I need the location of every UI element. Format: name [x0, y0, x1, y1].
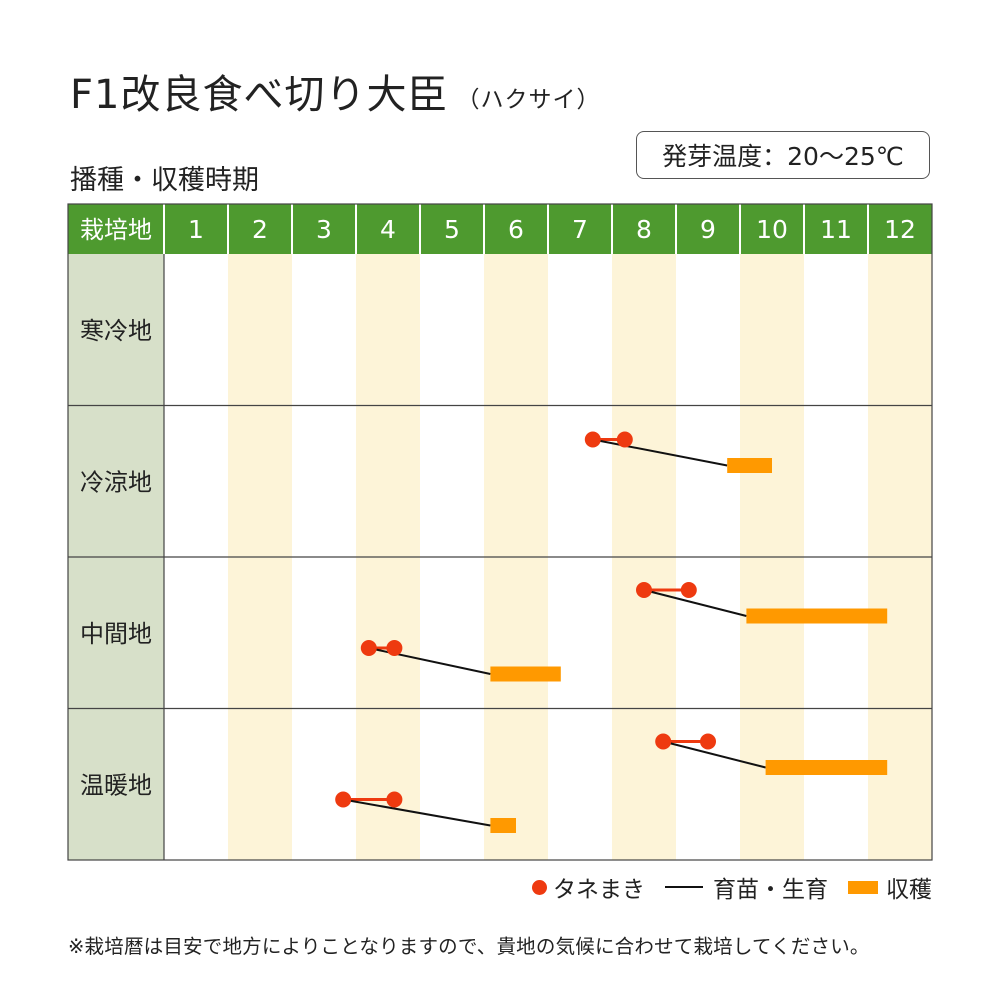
legend: タネまき 育苗・生育 収穫 — [500, 870, 932, 904]
growing-line — [592, 438, 728, 467]
sowing-dot — [386, 791, 403, 808]
month-label: 10 — [756, 215, 788, 244]
growing-line — [643, 589, 747, 617]
sowing-dot — [584, 431, 601, 448]
month-label: 12 — [884, 215, 916, 244]
month-label: 9 — [700, 215, 716, 244]
legend-harvest-label: 収穫 — [886, 877, 932, 903]
month-label: 6 — [508, 215, 524, 244]
month-label: 11 — [820, 215, 852, 244]
growing-line — [662, 740, 766, 769]
harvest-bar — [727, 458, 772, 473]
growing-line — [343, 798, 491, 827]
sowing-dot — [386, 640, 403, 656]
harvest-bar-icon — [848, 880, 878, 894]
sowing-dot-icon — [532, 879, 547, 895]
region-label: 冷涼地 — [80, 468, 152, 496]
germination-temp-badge: 発芽温度：20～25℃ — [636, 131, 930, 179]
harvest-bar — [490, 666, 561, 682]
legend-growing-label: 育苗・生育 — [713, 877, 828, 903]
sowing-dot — [655, 733, 672, 750]
legend-growing: 育苗・生育 — [665, 870, 828, 904]
sowing-dot — [616, 431, 633, 448]
corner-label: 栽培地 — [80, 216, 152, 244]
legend-sowing-label: タネまき — [553, 877, 645, 903]
title-subtitle: （ハクサイ） — [456, 87, 601, 113]
footnote: ※栽培暦は目安で地方によりことなりますので、貴地の気候に合わせて栽培してください… — [68, 935, 870, 958]
month-label: 4 — [380, 215, 396, 244]
legend-sowing: タネまき — [532, 870, 645, 904]
month-label: 7 — [572, 215, 588, 244]
sowing-dot — [680, 582, 697, 598]
month-header — [68, 204, 932, 254]
section-title: 播種・収穫時期 — [70, 165, 259, 196]
month-label: 3 — [316, 215, 332, 244]
title-main: F1改良食べ切り大臣 — [70, 72, 449, 118]
month-label: 5 — [444, 215, 460, 244]
month-label: 1 — [188, 215, 204, 244]
region-label: 寒冷地 — [80, 317, 152, 345]
region-label: 中間地 — [80, 620, 152, 648]
growing-line-icon — [665, 886, 703, 888]
page-title: F1改良食べ切り大臣 （ハクサイ） — [70, 62, 600, 120]
harvest-bar — [490, 818, 516, 833]
month-label: 8 — [636, 215, 652, 244]
chart-border — [67, 203, 933, 861]
harvest-bar — [746, 608, 888, 624]
sowing-dot — [700, 733, 716, 750]
harvest-bar — [765, 760, 888, 775]
sowing-dot — [335, 791, 352, 808]
legend-harvest: 収穫 — [848, 870, 932, 904]
region-label: 温暖地 — [80, 771, 152, 799]
sowing-dot — [636, 582, 652, 598]
month-label: 2 — [252, 215, 268, 244]
sowing-dot — [360, 640, 377, 656]
